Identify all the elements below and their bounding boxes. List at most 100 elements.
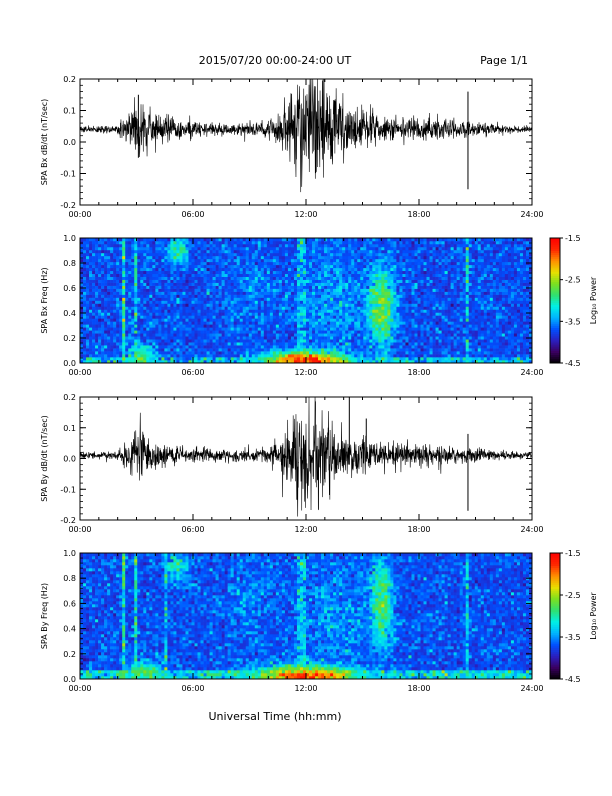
heatmap-cell bbox=[140, 303, 143, 306]
heatmap-cell bbox=[390, 354, 393, 357]
heatmap-cell bbox=[185, 286, 188, 289]
heatmap-cell bbox=[179, 280, 182, 283]
heatmap-cell bbox=[270, 274, 273, 277]
heatmap-cell bbox=[321, 318, 324, 321]
heatmap-cell bbox=[348, 289, 351, 292]
heatmap-cell bbox=[191, 265, 194, 268]
heatmap-cell bbox=[116, 271, 119, 274]
heatmap-cell bbox=[417, 303, 420, 306]
heatmap-cell bbox=[405, 357, 408, 360]
heatmap-cell bbox=[472, 295, 475, 298]
heatmap-cell bbox=[381, 336, 384, 339]
heatmap-cell bbox=[104, 274, 107, 277]
heatmap-cell bbox=[131, 274, 134, 277]
heatmap-cell bbox=[448, 348, 451, 351]
heatmap-cell bbox=[508, 295, 511, 298]
heatmap-cell bbox=[267, 345, 270, 348]
heatmap-cell bbox=[231, 345, 234, 348]
heatmap-cell bbox=[134, 280, 137, 283]
heatmap-cell bbox=[460, 277, 463, 280]
heatmap-cell bbox=[520, 271, 523, 274]
heatmap-cell bbox=[433, 357, 436, 360]
heatmap-cell bbox=[414, 295, 417, 298]
heatmap-cell bbox=[86, 301, 89, 304]
heatmap-cell bbox=[276, 330, 279, 333]
heatmap-cell bbox=[393, 342, 396, 345]
heatmap-cell bbox=[86, 292, 89, 295]
heatmap-cell bbox=[179, 357, 182, 360]
heatmap-cell bbox=[324, 339, 327, 342]
heatmap-cell bbox=[505, 336, 508, 339]
heatmap-cell bbox=[339, 277, 342, 280]
heatmap-cell bbox=[176, 309, 179, 312]
heatmap-cell bbox=[366, 280, 369, 283]
heatmap-cell bbox=[213, 271, 216, 274]
heatmap-cell bbox=[191, 348, 194, 351]
heatmap-cell bbox=[351, 324, 354, 327]
heatmap-cell bbox=[505, 354, 508, 357]
heatmap-cell bbox=[240, 327, 243, 330]
heatmap-cell bbox=[463, 345, 466, 348]
heatmap-cell bbox=[417, 345, 420, 348]
heatmap-cell bbox=[219, 271, 222, 274]
heatmap-cell bbox=[237, 295, 240, 298]
heatmap-cell bbox=[243, 274, 246, 277]
heatmap-cell bbox=[408, 330, 411, 333]
heatmap-cell bbox=[122, 268, 125, 271]
heatmap-cell bbox=[86, 309, 89, 312]
heatmap-cell bbox=[188, 357, 191, 360]
heatmap-cell bbox=[216, 295, 219, 298]
heatmap-cell bbox=[279, 324, 282, 327]
heatmap-cell bbox=[270, 295, 273, 298]
heatmap-cell bbox=[198, 339, 201, 342]
heatmap-cell bbox=[463, 342, 466, 345]
heatmap-cell bbox=[185, 303, 188, 306]
heatmap-cell bbox=[288, 271, 291, 274]
heatmap-cell bbox=[164, 321, 167, 324]
heatmap-cell bbox=[511, 268, 514, 271]
heatmap-cell bbox=[454, 342, 457, 345]
heatmap-cell bbox=[255, 345, 258, 348]
heatmap-cell bbox=[324, 295, 327, 298]
heatmap-cell bbox=[393, 336, 396, 339]
heatmap-cell bbox=[454, 283, 457, 286]
heatmap-cell bbox=[122, 289, 125, 292]
heatmap-cell bbox=[161, 295, 164, 298]
heatmap-cell bbox=[472, 345, 475, 348]
heatmap-cell bbox=[119, 315, 122, 318]
heatmap-cell bbox=[264, 286, 267, 289]
heatmap-cell bbox=[381, 268, 384, 271]
heatmap-cell bbox=[285, 327, 288, 330]
heatmap-cell bbox=[330, 301, 333, 304]
heatmap-cell bbox=[469, 342, 472, 345]
heatmap-cell bbox=[98, 312, 101, 315]
heatmap-cell bbox=[315, 351, 318, 354]
heatmap-cell bbox=[137, 318, 140, 321]
heatmap-cell bbox=[255, 303, 258, 306]
heatmap-cell bbox=[493, 283, 496, 286]
heatmap-cell bbox=[291, 309, 294, 312]
heatmap-cell bbox=[137, 283, 140, 286]
heatmap-cell bbox=[158, 301, 161, 304]
heatmap-cell bbox=[149, 280, 152, 283]
heatmap-cell bbox=[336, 324, 339, 327]
heatmap-cell bbox=[182, 306, 185, 309]
heatmap-cell bbox=[110, 268, 113, 271]
heatmap-cell bbox=[408, 301, 411, 304]
heatmap-cell bbox=[499, 280, 502, 283]
heatmap-cell bbox=[312, 277, 315, 280]
heatmap-cell bbox=[451, 289, 454, 292]
heatmap-cell bbox=[164, 271, 167, 274]
heatmap-cell bbox=[300, 306, 303, 309]
heatmap-cell bbox=[342, 277, 345, 280]
heatmap-cell bbox=[264, 327, 267, 330]
heatmap-cell bbox=[445, 339, 448, 342]
heatmap-cell bbox=[402, 301, 405, 304]
heatmap-cell bbox=[116, 345, 119, 348]
heatmap-cell bbox=[234, 277, 237, 280]
heatmap-cell bbox=[381, 303, 384, 306]
heatmap-cell bbox=[122, 274, 125, 277]
heatmap-cell bbox=[204, 351, 207, 354]
heatmap-cell bbox=[360, 315, 363, 318]
